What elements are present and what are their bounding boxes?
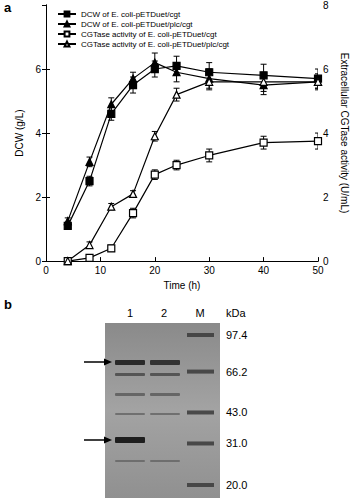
svg-text:40: 40 bbox=[258, 265, 270, 276]
svg-text:6: 6 bbox=[35, 64, 41, 75]
svg-text:2: 2 bbox=[35, 192, 41, 203]
svg-text:DCW of E. coli-pETDuet/cgt: DCW of E. coli-pETDuet/cgt bbox=[81, 10, 181, 19]
svg-text:8: 8 bbox=[323, 0, 329, 11]
svg-text:0: 0 bbox=[35, 256, 41, 267]
svg-text:M: M bbox=[195, 307, 204, 319]
svg-text:97.4: 97.4 bbox=[226, 329, 247, 341]
svg-text:20: 20 bbox=[149, 265, 161, 276]
svg-text:6: 6 bbox=[323, 64, 329, 75]
svg-text:2: 2 bbox=[161, 307, 167, 319]
svg-text:66.2: 66.2 bbox=[226, 366, 247, 378]
svg-text:kDa: kDa bbox=[226, 307, 246, 319]
svg-text:20.0: 20.0 bbox=[226, 479, 247, 491]
svg-text:Time (h): Time (h) bbox=[164, 280, 201, 291]
html-text:a: a bbox=[4, 0, 12, 15]
svg-text:b: b bbox=[4, 297, 12, 312]
svg-text:2: 2 bbox=[323, 192, 329, 203]
svg-text:1: 1 bbox=[127, 307, 133, 319]
svg-text:Extracellular CGTase activity: Extracellular CGTase activity (U/mL) bbox=[339, 53, 350, 214]
svg-text:30: 30 bbox=[204, 265, 216, 276]
svg-text:43.0: 43.0 bbox=[226, 406, 247, 418]
svg-text:4: 4 bbox=[35, 128, 41, 139]
svg-text:0: 0 bbox=[43, 265, 49, 276]
svg-text:10: 10 bbox=[95, 265, 107, 276]
svg-text:CGTase activity of E. coli-pET: CGTase activity of E. coli-pETDuet/cgt bbox=[81, 30, 217, 39]
svg-text:DCW (g/L): DCW (g/L) bbox=[14, 109, 25, 156]
svg-text:0: 0 bbox=[323, 256, 329, 267]
svg-text:4: 4 bbox=[323, 128, 329, 139]
svg-text:DCW of E. coli-pETDuet/plc/cgt: DCW of E. coli-pETDuet/plc/cgt bbox=[81, 20, 193, 29]
svg-text:31.0: 31.0 bbox=[226, 437, 247, 449]
svg-text:50: 50 bbox=[312, 265, 324, 276]
svg-text:CGTase activity of E. coli-pET: CGTase activity of E. coli-pETDuet/plc/c… bbox=[81, 40, 230, 49]
